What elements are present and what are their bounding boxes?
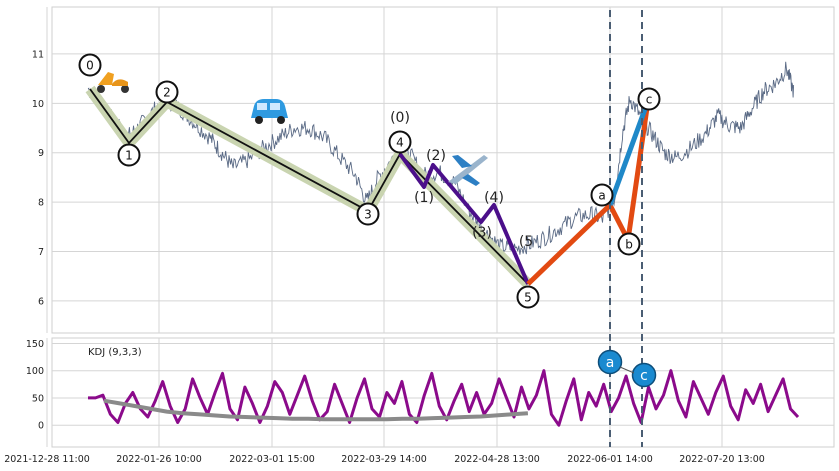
y-tick-label: 0 bbox=[38, 421, 44, 432]
x-tick-label: 2021-12-28 11:00 bbox=[4, 454, 90, 465]
kdj-label-circle bbox=[631, 362, 657, 388]
wave-label: 5 bbox=[524, 291, 532, 305]
kdj-label: c bbox=[640, 368, 648, 384]
wave-sub-line bbox=[398, 152, 530, 285]
wave-labels: 0 1 2 3 4 5 a b c (0) (1) (2) (3) (4) (5 a c bbox=[78, 53, 661, 388]
x-tick-label: 2022-04-28 13:00 bbox=[454, 454, 540, 465]
sub-wave-label: (4) bbox=[484, 190, 504, 206]
sub-wave-label: (3) bbox=[472, 225, 492, 241]
kdj-label-connector bbox=[619, 366, 635, 374]
sub-wave-label: (0) bbox=[390, 110, 410, 126]
wave-label: 1 bbox=[125, 149, 133, 163]
price-panel bbox=[51, 6, 835, 334]
kdj-label: a bbox=[606, 355, 615, 371]
x-tick-label: 2022-07-20 13:00 bbox=[679, 454, 765, 465]
y-tick-label: 7 bbox=[38, 247, 44, 258]
y-tick-label: 10 bbox=[32, 99, 44, 110]
kdj-label-circle bbox=[597, 349, 623, 375]
wave-label-circle bbox=[155, 80, 179, 104]
wave-overlay bbox=[85, 85, 651, 288]
kdj-j-line bbox=[88, 369, 800, 427]
car-icon bbox=[251, 99, 288, 124]
wave-label: 4 bbox=[396, 136, 404, 150]
x-tick-label: 2022-01-26 10:00 bbox=[116, 454, 202, 465]
x-tick-label: 2022-03-01 15:00 bbox=[229, 454, 315, 465]
y-tick-label: 100 bbox=[26, 366, 44, 377]
wave-label: 3 bbox=[364, 208, 372, 222]
wave-label: 0 bbox=[86, 59, 94, 73]
airplane-icon bbox=[448, 155, 488, 186]
kdj-trend-line bbox=[103, 398, 529, 422]
y-tick-label: 11 bbox=[32, 49, 44, 60]
wave-label: a bbox=[598, 189, 605, 203]
wave-label: 2 bbox=[163, 86, 171, 100]
y-tick-label: 6 bbox=[38, 296, 44, 307]
correction-line bbox=[526, 100, 651, 286]
y-tick-label: 150 bbox=[26, 339, 44, 350]
y-tick-label: 9 bbox=[38, 148, 44, 159]
y-tick-label: 8 bbox=[38, 198, 44, 209]
wave-label-circle bbox=[617, 232, 641, 256]
wave-label-circle bbox=[590, 183, 614, 207]
x-tick-label: 2022-06-01 14:00 bbox=[567, 454, 653, 465]
wave-label-circle bbox=[637, 87, 661, 111]
kdj-series bbox=[88, 368, 800, 427]
y-tick-label: 50 bbox=[32, 393, 44, 404]
wave-main-line bbox=[89, 88, 529, 285]
axis-ticks: 2021-12-28 11:00 2022-01-26 10:00 2022-03-… bbox=[4, 49, 765, 465]
sub-wave-label: (5 bbox=[519, 234, 533, 250]
wave-label: c bbox=[646, 93, 653, 107]
grid bbox=[46, 7, 834, 447]
wave-label-circle bbox=[356, 202, 380, 226]
kdj-title: KDJ (9,3,3) bbox=[88, 347, 142, 358]
wave-label-circle bbox=[516, 285, 540, 309]
indicator-panel bbox=[51, 337, 835, 448]
wave-label-circle bbox=[78, 53, 102, 77]
sub-wave-label: (2) bbox=[426, 148, 446, 164]
wave-label-circle bbox=[388, 130, 412, 154]
wave-label-circle bbox=[117, 143, 141, 167]
x-tick-label: 2022-03-29 14:00 bbox=[341, 454, 427, 465]
wave-label: b bbox=[625, 238, 633, 252]
sub-wave-label: (1) bbox=[414, 190, 434, 206]
scooter-icon bbox=[97, 72, 129, 93]
